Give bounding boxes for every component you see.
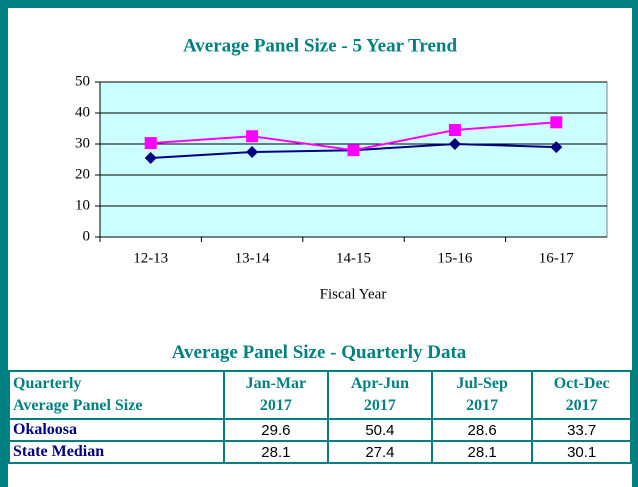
x-tick-label: 16-17 [539,250,574,266]
x-tick-label: 13-14 [235,250,270,266]
marker [246,130,259,143]
cell: 28.1 [222,440,329,464]
cell: 27.4 [326,440,433,464]
data-table: Quarterly Average Panel Size Jan-Mar 2017 Ap… [8,370,632,464]
cell: 29.6 [222,418,329,442]
plot-area [99,81,608,238]
x-tick-label: 14-15 [336,250,371,266]
header-text: Jan-Mar [245,375,307,392]
header-cell: Jan-Mar 2017 [222,370,329,420]
x-tick-label: 12-13 [133,250,168,266]
header-cell: Oct-Dec 2017 [531,370,632,420]
header-text: 2017 [363,397,396,414]
y-tick-label: 0 [83,228,91,244]
header-cell: Jul-Sep 2017 [430,370,534,420]
x-tick-label: 15-16 [437,250,472,266]
header-cell: Quarterly Average Panel Size [8,370,225,420]
chart-title: Average Panel Size - 5 Year Trend [183,35,457,56]
cell: 33.7 [531,418,632,442]
marker [347,144,360,157]
header-text: Quarterly [13,375,82,392]
y-tick-label: 20 [75,166,90,182]
marker [550,141,563,154]
table-row: State Median 28.1 27.4 28.1 30.1 [8,440,632,464]
header-text: 2017 [259,397,292,414]
header-text: 2017 [466,397,499,414]
header-text: 2017 [565,397,598,414]
marker [448,138,461,150]
header-row: Quarterly Average Panel Size Jan-Mar 2017 Ap… [8,370,632,420]
chart: Average Panel Size - 5 Year Trend Fiscal… [75,35,608,302]
marker [144,137,157,150]
cell: 30.1 [531,440,632,464]
header-text: Oct-Dec [553,375,610,392]
y-tick-label: 40 [75,104,90,120]
table-row: Okaloosa 29.6 50.4 28.6 33.7 [8,418,632,442]
marker [144,151,157,164]
x-axis-label: Fiscal Year [320,286,387,302]
cell: 28.1 [430,440,534,464]
cell: 28.6 [430,418,534,442]
y-tick-label: 10 [75,197,90,213]
header-text: Average Panel Size [13,397,143,414]
header-text: Jul-Sep [456,375,508,392]
y-tick-label: 30 [75,135,90,151]
header-cell: Apr-Jun 2017 [326,370,433,420]
cell: State Median [8,440,225,464]
header-text: Apr-Jun [350,375,409,392]
marker [448,124,461,137]
marker [246,146,259,159]
cell: Okaloosa [8,418,225,442]
y-tick-label: 50 [75,73,90,89]
table-title: Average Panel Size - Quarterly Data [171,342,467,363]
cell: 50.4 [326,418,433,442]
marker [550,116,563,129]
